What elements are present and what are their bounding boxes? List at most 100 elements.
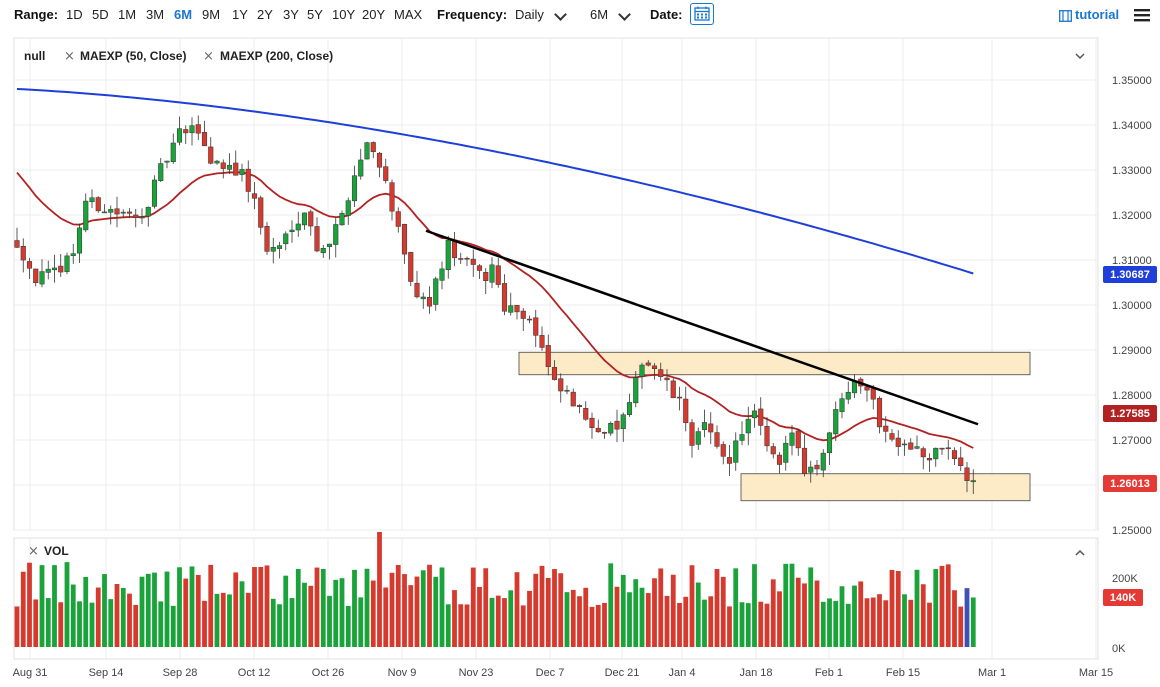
menu-icon[interactable]	[1134, 8, 1150, 22]
price-tick-label: 1.28000	[1112, 390, 1152, 402]
remove-volume-close-icon[interactable]: ×	[28, 544, 39, 559]
tutorial-icon[interactable]	[1059, 9, 1072, 22]
candle-body	[826, 432, 833, 453]
volume-bar	[908, 599, 914, 647]
date-picker-button[interactable]	[690, 3, 714, 25]
candle-body	[614, 420, 620, 430]
volume-bar	[789, 563, 795, 647]
volume-bar	[483, 568, 489, 647]
candle-body	[620, 414, 626, 429]
volume-bar	[258, 566, 264, 647]
remove-indicator-close-icon[interactable]: ×	[64, 49, 75, 64]
range-button-1m[interactable]: 1M	[118, 7, 137, 22]
volume-bar	[695, 582, 701, 647]
range-button-10y[interactable]: 10Y	[332, 7, 356, 22]
range-button-1y[interactable]: 1Y	[232, 7, 248, 22]
volume-bar	[377, 532, 382, 647]
candle-body	[289, 229, 295, 232]
candle-body	[426, 296, 433, 307]
candle-body	[308, 211, 314, 227]
ma200-tag-label: 1.30687	[1110, 269, 1150, 281]
candle-body	[326, 243, 333, 247]
volume-bar	[314, 567, 320, 647]
range-label: Range:	[14, 7, 59, 22]
legend-indicator-ma50[interactable]: MAEXP (50, Close)	[80, 49, 186, 63]
range-button-9m[interactable]: 9M	[202, 7, 221, 22]
volume-bar	[370, 580, 376, 647]
volume-bar	[64, 562, 70, 647]
candle-body	[95, 197, 101, 212]
range-button-2y[interactable]: 2Y	[257, 7, 273, 22]
period-select[interactable]: 6M	[590, 7, 609, 22]
candle-body	[895, 437, 901, 447]
collapse-legend-chevron-down-icon[interactable]	[1075, 53, 1085, 60]
range-button-5d[interactable]: 5D	[92, 7, 109, 22]
volume-bar	[120, 587, 126, 647]
candle-body	[833, 409, 839, 435]
volume-bar	[264, 565, 270, 647]
date-tick-label: Nov 23	[459, 667, 494, 679]
volume-bar	[970, 597, 976, 647]
volume-bar	[502, 598, 507, 647]
candle-body	[514, 304, 520, 313]
volume-bar	[852, 585, 857, 647]
volume-bar	[577, 596, 582, 647]
candle-body	[676, 396, 683, 399]
volume-bar	[70, 584, 76, 647]
candle-body	[258, 197, 264, 228]
candle-body	[433, 278, 439, 305]
candle-body	[764, 425, 770, 447]
frequency-select[interactable]: Daily	[515, 7, 544, 22]
volume-bar	[164, 571, 170, 647]
volume-bar	[77, 601, 82, 647]
collapse-volume-chevron-up-icon[interactable]	[1075, 549, 1085, 556]
range-button-3y[interactable]: 3Y	[283, 7, 299, 22]
volume-bar	[933, 569, 939, 647]
volume-bar	[333, 579, 339, 647]
candle-body	[914, 446, 920, 449]
volume-bar	[589, 606, 595, 647]
candle-body	[933, 447, 939, 460]
volume-bar	[495, 595, 501, 647]
legend-indicator-ma200[interactable]: MAEXP (200, Close)	[220, 49, 333, 63]
volume-bar	[202, 600, 207, 647]
candle-body	[926, 458, 933, 461]
tutorial-link[interactable]: tutorial	[1075, 7, 1120, 22]
candle-body	[208, 146, 214, 164]
candle-body	[601, 432, 608, 434]
candle-body	[264, 226, 270, 252]
range-button-5y[interactable]: 5Y	[307, 7, 323, 22]
candle-body	[214, 160, 220, 164]
candle-body	[726, 457, 733, 464]
remove-indicator-close-icon[interactable]: ×	[203, 49, 214, 64]
candle-body	[645, 362, 651, 366]
candle-body	[633, 377, 639, 404]
volume-bar	[733, 568, 739, 647]
volume-bar	[777, 591, 782, 647]
range-button-20y[interactable]: 20Y	[362, 7, 386, 22]
volume-bar	[633, 579, 639, 647]
trendline[interactable]	[425, 229, 979, 426]
candle-body	[664, 377, 670, 381]
candle-body	[951, 450, 958, 459]
volume-bar	[239, 581, 245, 647]
volume-bar	[89, 602, 95, 647]
range-button-1d[interactable]: 1D	[66, 7, 83, 22]
range-button-3m[interactable]: 3M	[146, 7, 165, 22]
volume-bar	[45, 598, 51, 647]
volume-bar	[883, 600, 889, 647]
candle-body	[539, 335, 545, 348]
volume-bar	[758, 601, 764, 647]
candle-body	[570, 391, 576, 407]
candle-body	[864, 386, 870, 391]
candle-body	[745, 418, 751, 434]
volume-bar	[939, 565, 945, 647]
candle-body	[551, 367, 558, 380]
volume-bar	[345, 605, 351, 647]
range-button-6m[interactable]: 6M	[174, 7, 193, 22]
volume-bar	[508, 590, 514, 647]
candle-body	[170, 142, 176, 162]
volume-bar	[195, 574, 201, 647]
range-button-max[interactable]: MAX	[394, 7, 423, 22]
